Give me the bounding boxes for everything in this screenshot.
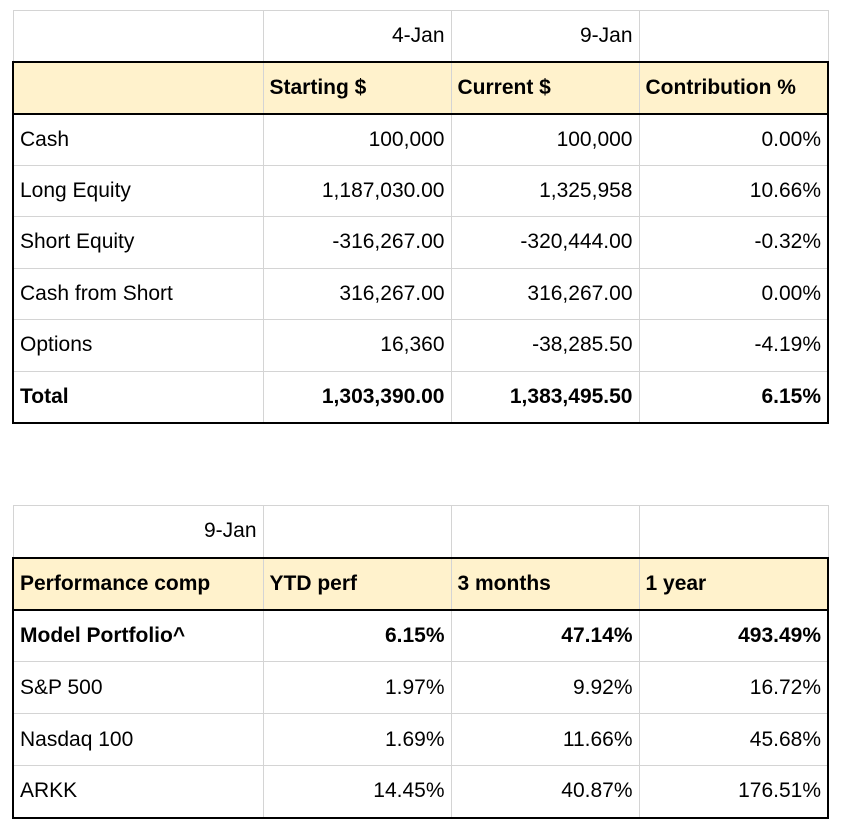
- one-year-value[interactable]: 45.68%: [638, 713, 829, 766]
- date-current[interactable]: 9-Jan: [450, 10, 640, 63]
- header-starting[interactable]: Starting $: [262, 61, 452, 115]
- header-row: Performance comp YTD perf 3 months 1 yea…: [12, 556, 829, 611]
- row-label[interactable]: Long Equity: [12, 164, 264, 217]
- table-row: S&P 500 1.97% 9.92% 16.72%: [12, 661, 829, 714]
- header-current[interactable]: Current $: [450, 61, 640, 115]
- starting-value[interactable]: 316,267.00: [262, 267, 452, 320]
- ytd-value[interactable]: 1.69%: [262, 713, 452, 766]
- cell[interactable]: [638, 10, 829, 63]
- row-label[interactable]: Options: [12, 319, 264, 372]
- contribution-value[interactable]: -0.32%: [638, 216, 829, 269]
- one-year-value[interactable]: 176.51%: [638, 765, 829, 819]
- row-label[interactable]: Model Portfolio^: [12, 609, 264, 662]
- row-label[interactable]: S&P 500: [12, 661, 264, 714]
- row-label[interactable]: Nasdaq 100: [12, 713, 264, 766]
- table-row: Cash from Short 316,267.00 316,267.00 0.…: [12, 267, 829, 320]
- current-value[interactable]: -38,285.50: [450, 319, 640, 372]
- three-months-value[interactable]: 40.87%: [450, 765, 640, 819]
- table-row: Model Portfolio^ 6.15% 47.14% 493.49%: [12, 609, 829, 662]
- header-row: Starting $ Current $ Contribution %: [12, 61, 829, 115]
- cell[interactable]: [450, 505, 640, 558]
- total-contribution[interactable]: 6.15%: [638, 370, 829, 424]
- date-row: 9-Jan: [12, 505, 829, 558]
- starting-value[interactable]: 100,000: [262, 113, 452, 166]
- row-label[interactable]: ARKK: [12, 765, 264, 819]
- cell[interactable]: [638, 505, 829, 558]
- three-months-value[interactable]: 11.66%: [450, 713, 640, 766]
- table-row: Cash 100,000 100,000 0.00%: [12, 113, 829, 166]
- contribution-value[interactable]: -4.19%: [638, 319, 829, 372]
- table-row: Long Equity 1,187,030.00 1,325,958 10.66…: [12, 164, 829, 217]
- total-row: Total 1,303,390.00 1,383,495.50 6.15%: [12, 370, 829, 424]
- contribution-value[interactable]: 10.66%: [638, 164, 829, 217]
- current-value[interactable]: 100,000: [450, 113, 640, 166]
- header-1-year[interactable]: 1 year: [638, 556, 829, 611]
- header-contribution[interactable]: Contribution %: [638, 61, 829, 115]
- three-months-value[interactable]: 9.92%: [450, 661, 640, 714]
- one-year-value[interactable]: 16.72%: [638, 661, 829, 714]
- starting-value[interactable]: 16,360: [262, 319, 452, 372]
- date-start[interactable]: 4-Jan: [262, 10, 452, 63]
- header-ytd[interactable]: YTD perf: [262, 556, 452, 611]
- header-cell[interactable]: [12, 61, 264, 115]
- row-label[interactable]: Cash from Short: [12, 267, 264, 320]
- date-row: 4-Jan 9-Jan: [12, 10, 829, 63]
- ytd-value[interactable]: 1.97%: [262, 661, 452, 714]
- table-row: ARKK 14.45% 40.87% 176.51%: [12, 765, 829, 819]
- row-label[interactable]: Short Equity: [12, 216, 264, 269]
- contribution-value[interactable]: 0.00%: [638, 267, 829, 320]
- three-months-value[interactable]: 47.14%: [450, 609, 640, 662]
- performance-table: 9-Jan Performance comp YTD perf 3 months…: [12, 505, 829, 819]
- starting-value[interactable]: -316,267.00: [262, 216, 452, 269]
- header-3-months[interactable]: 3 months: [450, 556, 640, 611]
- cell[interactable]: [262, 505, 452, 558]
- current-value[interactable]: 1,325,958: [450, 164, 640, 217]
- ytd-value[interactable]: 14.45%: [262, 765, 452, 819]
- starting-value[interactable]: 1,187,030.00: [262, 164, 452, 217]
- total-starting[interactable]: 1,303,390.00: [262, 370, 452, 424]
- table-row: Options 16,360 -38,285.50 -4.19%: [12, 319, 829, 372]
- current-value[interactable]: 316,267.00: [450, 267, 640, 320]
- one-year-value[interactable]: 493.49%: [638, 609, 829, 662]
- total-label[interactable]: Total: [12, 370, 264, 424]
- portfolio-table: 4-Jan 9-Jan Starting $ Current $ Contrib…: [12, 10, 829, 424]
- table-row: Nasdaq 100 1.69% 11.66% 45.68%: [12, 713, 829, 766]
- cell[interactable]: [12, 10, 264, 63]
- ytd-value[interactable]: 6.15%: [262, 609, 452, 662]
- total-current[interactable]: 1,383,495.50: [450, 370, 640, 424]
- row-label[interactable]: Cash: [12, 113, 264, 166]
- performance-date[interactable]: 9-Jan: [12, 505, 264, 558]
- header-comp[interactable]: Performance comp: [12, 556, 264, 611]
- contribution-value[interactable]: 0.00%: [638, 113, 829, 166]
- table-row: Short Equity -316,267.00 -320,444.00 -0.…: [12, 216, 829, 269]
- current-value[interactable]: -320,444.00: [450, 216, 640, 269]
